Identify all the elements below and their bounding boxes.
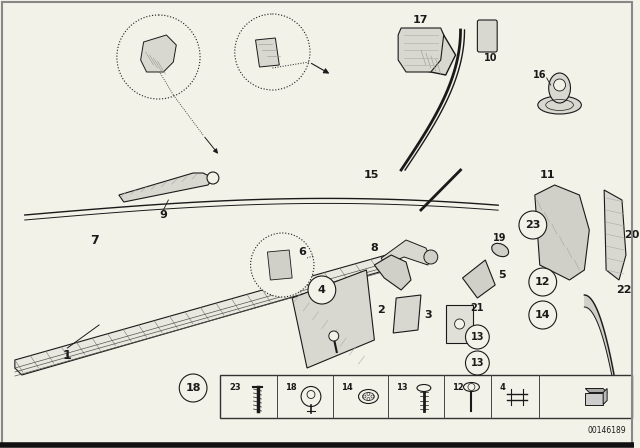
Polygon shape: [119, 173, 213, 202]
Text: 13: 13: [470, 332, 484, 342]
FancyBboxPatch shape: [477, 20, 497, 52]
Polygon shape: [535, 185, 589, 280]
Circle shape: [554, 79, 566, 91]
Polygon shape: [292, 270, 374, 368]
Circle shape: [465, 351, 489, 375]
Text: 00146189: 00146189: [588, 426, 626, 435]
Circle shape: [117, 15, 200, 99]
Polygon shape: [381, 240, 431, 265]
Circle shape: [251, 233, 314, 297]
Circle shape: [519, 211, 547, 239]
Text: 8: 8: [371, 243, 378, 253]
Text: 13: 13: [396, 383, 408, 392]
Text: 4: 4: [318, 285, 326, 295]
FancyBboxPatch shape: [220, 375, 632, 418]
Circle shape: [454, 319, 465, 329]
Text: 17: 17: [413, 15, 429, 25]
Text: 10: 10: [483, 53, 497, 63]
FancyBboxPatch shape: [445, 305, 474, 343]
Polygon shape: [586, 392, 603, 405]
Ellipse shape: [492, 243, 509, 257]
Text: 1: 1: [63, 349, 72, 362]
Text: 5: 5: [499, 270, 506, 280]
Polygon shape: [586, 388, 607, 392]
Polygon shape: [141, 35, 176, 72]
Text: 9: 9: [159, 210, 167, 220]
Polygon shape: [463, 260, 495, 298]
Circle shape: [179, 374, 207, 402]
Text: 14: 14: [340, 383, 353, 392]
Text: 23: 23: [230, 383, 241, 392]
Polygon shape: [15, 255, 394, 375]
Circle shape: [308, 276, 336, 304]
Text: 12: 12: [452, 383, 463, 392]
Text: 11: 11: [540, 170, 556, 180]
Text: 15: 15: [364, 170, 379, 180]
Text: 4: 4: [499, 383, 505, 392]
Circle shape: [424, 250, 438, 264]
Circle shape: [465, 325, 489, 349]
Text: 16: 16: [533, 70, 547, 80]
Polygon shape: [398, 28, 444, 72]
Circle shape: [301, 387, 321, 406]
Text: 19: 19: [493, 233, 507, 243]
Text: 14: 14: [535, 310, 550, 320]
Polygon shape: [411, 30, 456, 75]
Ellipse shape: [417, 384, 431, 392]
Ellipse shape: [548, 73, 570, 103]
Circle shape: [207, 172, 219, 184]
Polygon shape: [255, 38, 279, 67]
Text: 13: 13: [470, 358, 484, 368]
Polygon shape: [268, 250, 292, 280]
Polygon shape: [604, 190, 626, 280]
Circle shape: [529, 268, 557, 296]
Text: 2: 2: [378, 305, 385, 315]
Text: 23: 23: [525, 220, 541, 230]
Polygon shape: [393, 295, 421, 333]
Text: 21: 21: [470, 303, 484, 313]
Text: 20: 20: [624, 230, 639, 240]
Ellipse shape: [538, 96, 581, 114]
Text: 18: 18: [285, 383, 297, 392]
Circle shape: [235, 14, 310, 90]
Text: 3: 3: [424, 310, 431, 320]
Circle shape: [329, 331, 339, 341]
Polygon shape: [603, 388, 607, 405]
Ellipse shape: [358, 389, 378, 404]
Circle shape: [529, 301, 557, 329]
Ellipse shape: [463, 383, 479, 392]
Text: 18: 18: [186, 383, 201, 393]
Text: 6: 6: [298, 247, 306, 257]
Text: 22: 22: [616, 285, 632, 295]
Polygon shape: [374, 255, 411, 290]
Text: 12: 12: [535, 277, 550, 287]
Text: 7: 7: [90, 233, 99, 246]
